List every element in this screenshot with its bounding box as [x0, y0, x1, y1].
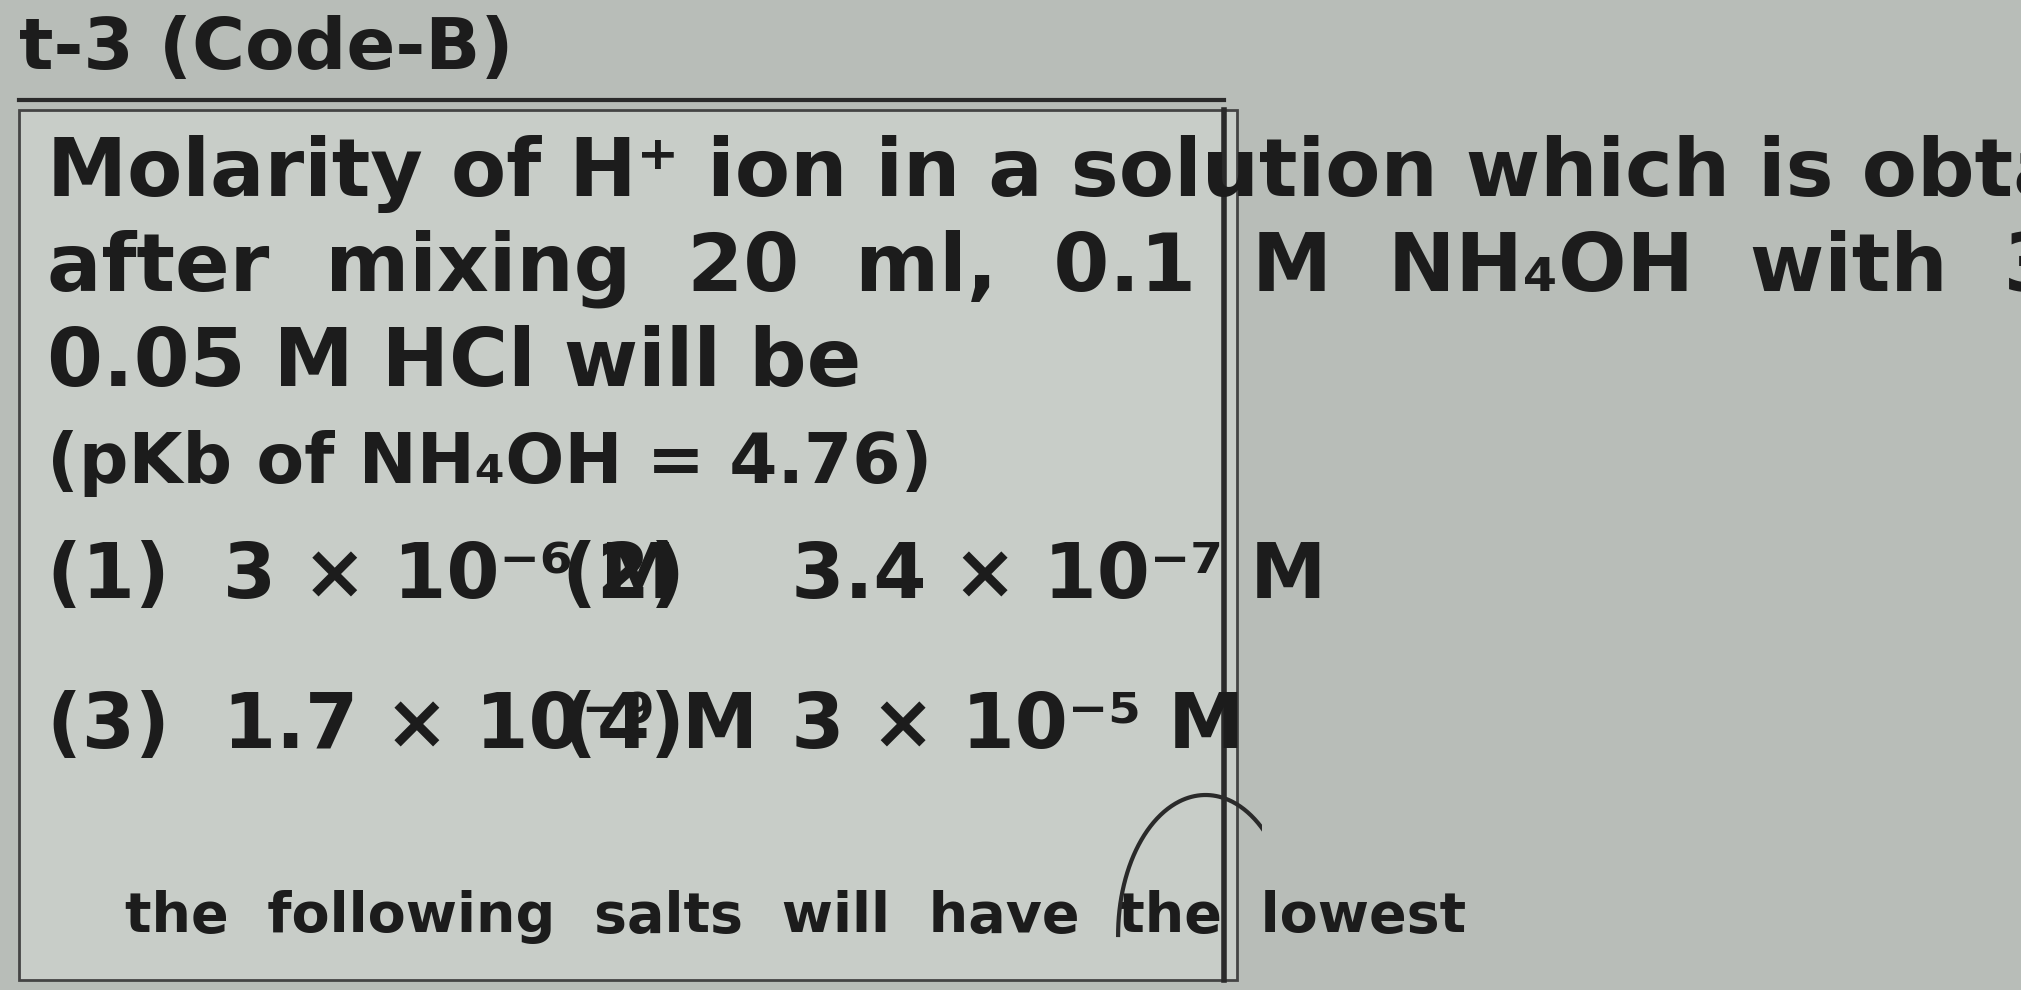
Text: (2)    3.4 × 10⁻⁷ M: (2) 3.4 × 10⁻⁷ M	[562, 540, 1326, 614]
Text: (4)    3 × 10⁻⁵ M: (4) 3 × 10⁻⁵ M	[562, 690, 1245, 764]
Text: Molarity of H⁺ ion in a solution which is obtained: Molarity of H⁺ ion in a solution which i…	[46, 135, 2021, 213]
Text: after  mixing  20  ml,  0.1  M  NH₄OH  with  30  ml,: after mixing 20 ml, 0.1 M NH₄OH with 30 …	[46, 230, 2021, 309]
Text: (3)  1.7 × 10⁻⁹ M: (3) 1.7 × 10⁻⁹ M	[46, 690, 758, 764]
FancyBboxPatch shape	[18, 110, 1237, 980]
Text: 0.05 M HCl will be: 0.05 M HCl will be	[46, 325, 861, 403]
Text: (1)  3 × 10⁻⁶ M: (1) 3 × 10⁻⁶ M	[46, 540, 675, 614]
Text: (pKb of NH₄OH = 4.76): (pKb of NH₄OH = 4.76)	[46, 430, 932, 497]
Text: t-3 (Code-B): t-3 (Code-B)	[18, 15, 513, 84]
Text: the  following  salts  will  have  the  lowest: the following salts will have the lowest	[125, 890, 1465, 944]
